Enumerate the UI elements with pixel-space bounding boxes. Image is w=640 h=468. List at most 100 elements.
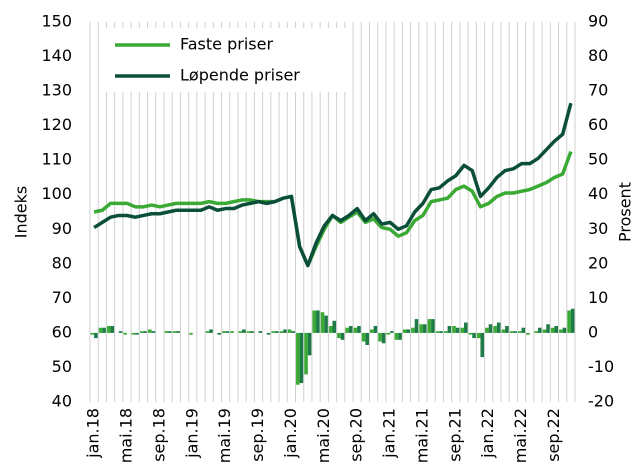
bar: [534, 331, 539, 333]
x-tick-label: sep.22: [544, 408, 563, 462]
bar: [419, 324, 423, 333]
x-tick-label: mai.20: [314, 408, 333, 463]
bar: [164, 331, 169, 333]
y2-tick-label: 10: [588, 288, 608, 307]
bar: [131, 332, 136, 335]
x-tick-label: mai.19: [215, 408, 234, 463]
bar: [110, 326, 115, 333]
y2-tick-label: 60: [588, 115, 608, 134]
x-tick-label: mai.22: [511, 408, 530, 463]
bar: [570, 308, 575, 333]
bar: [550, 327, 555, 333]
bar: [431, 319, 435, 333]
legend: Faste priser Løpende priser: [100, 28, 346, 92]
bar: [517, 331, 522, 333]
bar: [390, 331, 394, 333]
bar: [324, 315, 328, 333]
bar: [422, 324, 427, 333]
bar: [378, 332, 382, 342]
bar: [559, 329, 563, 333]
bar: [266, 332, 271, 335]
bar: [217, 332, 221, 335]
bar: [148, 329, 152, 333]
y2-tick-label: 20: [588, 253, 608, 272]
y2-tick-label: 90: [588, 12, 608, 31]
y-tick-label: 60: [52, 322, 72, 341]
bar: [513, 331, 517, 333]
bar: [139, 331, 144, 333]
line: [93, 102, 573, 268]
bar: [135, 332, 139, 335]
bar: [447, 326, 452, 333]
bar: [172, 331, 177, 333]
bar: [291, 331, 295, 333]
x-tick-label: jan.18: [84, 408, 103, 459]
bar: [307, 332, 312, 356]
bar: [242, 329, 246, 333]
bar: [328, 326, 333, 333]
bar: [485, 327, 489, 333]
bar: [464, 322, 468, 333]
bar: [274, 331, 279, 333]
y2-tick-label: 50: [588, 150, 608, 169]
bar: [345, 327, 349, 333]
bar: [398, 332, 402, 340]
bar: [361, 332, 366, 342]
bar: [488, 324, 493, 333]
bar: [452, 326, 456, 333]
y2-tick-label: 0: [588, 322, 598, 341]
bar: [222, 331, 226, 333]
legend-label: Faste priser: [180, 35, 273, 54]
y2-tick-label: -20: [588, 392, 614, 411]
bar: [480, 332, 485, 358]
y-axis-title: Indeks: [12, 186, 31, 238]
y-tick-label: 110: [41, 150, 72, 169]
bar: [455, 327, 460, 333]
bar: [373, 326, 378, 333]
bar: [505, 326, 509, 333]
x-tick-label: sep.19: [248, 408, 267, 462]
x-tick-label: sep.21: [445, 408, 464, 462]
bar: [143, 331, 148, 333]
bar: [238, 331, 243, 333]
bar: [312, 310, 317, 333]
x-tick-label: jan.22: [478, 408, 497, 459]
y-tick-label: 150: [41, 12, 72, 31]
bar: [304, 332, 308, 375]
y2-axis-title: Prosent: [616, 182, 635, 242]
y2-tick-label: 70: [588, 81, 608, 100]
bar: [476, 332, 481, 339]
bar: [394, 332, 399, 340]
bar: [209, 329, 213, 333]
legend-box: [100, 28, 346, 92]
x-tick-label: sep.18: [149, 408, 168, 462]
bar: [468, 332, 473, 335]
bar: [118, 331, 123, 333]
bar: [320, 312, 325, 333]
x-tick-label: mai.21: [412, 408, 431, 463]
y-tick-label: 80: [52, 253, 72, 272]
bar: [357, 326, 361, 333]
line: [93, 150, 573, 268]
y-tick-label: 130: [41, 81, 72, 100]
bar: [538, 327, 542, 333]
bar: [151, 331, 156, 333]
bar: [225, 331, 230, 333]
y2-tick-label: 40: [588, 184, 608, 203]
bar: [299, 332, 304, 383]
bar: [546, 324, 550, 333]
bar: [370, 329, 374, 333]
bar: [296, 332, 300, 385]
bar: [402, 329, 407, 333]
bar: [271, 331, 275, 333]
bar: [205, 331, 210, 333]
y2-tick-label: -10: [588, 357, 614, 376]
bar: [340, 332, 345, 340]
bar: [496, 322, 501, 333]
bar: [332, 320, 337, 333]
bar: [287, 329, 292, 333]
x-tick-label: jan.19: [182, 408, 201, 459]
bar: [411, 327, 415, 333]
y-tick-label: 120: [41, 115, 72, 134]
bar: [493, 326, 497, 333]
